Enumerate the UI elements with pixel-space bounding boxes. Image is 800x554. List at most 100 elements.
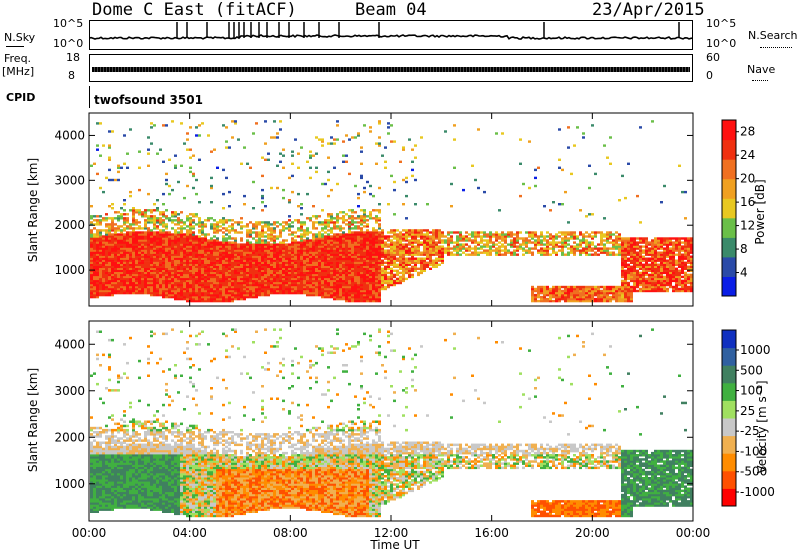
power-cell xyxy=(276,283,279,287)
power-cell xyxy=(495,239,498,242)
power-cell xyxy=(327,249,330,252)
power-cell xyxy=(318,257,321,260)
power-cell xyxy=(210,223,213,226)
power-cell xyxy=(447,231,450,234)
power-cell xyxy=(357,287,360,291)
power-cell xyxy=(153,217,156,220)
power-cell xyxy=(159,289,162,293)
power-cell xyxy=(411,239,414,242)
power-cell xyxy=(441,239,444,242)
power-cell xyxy=(504,247,507,250)
power-cell xyxy=(216,259,219,262)
power-cell xyxy=(354,293,357,297)
power-cell xyxy=(282,267,285,270)
power-cell xyxy=(354,277,357,281)
power-cell xyxy=(363,255,366,258)
power-cell xyxy=(111,247,114,250)
power-cell xyxy=(168,277,171,281)
power-cell xyxy=(144,249,147,252)
power-cell xyxy=(162,275,165,279)
power-cell xyxy=(264,267,267,270)
power-cell xyxy=(177,287,180,291)
power-cell xyxy=(252,251,255,254)
power-cell xyxy=(219,251,222,254)
power-cell xyxy=(252,227,255,230)
power-cell xyxy=(291,150,294,153)
power-cell xyxy=(567,299,570,303)
power-cell xyxy=(570,285,573,289)
power-cell xyxy=(297,263,300,266)
power-cell xyxy=(126,265,129,268)
power-cell xyxy=(102,281,105,285)
power-cell xyxy=(240,239,243,242)
power-cell xyxy=(267,271,270,275)
power-cell xyxy=(459,239,462,242)
power-cell xyxy=(162,295,165,299)
power-cell xyxy=(270,223,273,226)
power-cell xyxy=(342,259,345,262)
power-cell xyxy=(423,249,426,252)
power-cell xyxy=(588,164,591,167)
power-cell xyxy=(234,285,237,289)
power-cell xyxy=(198,158,201,161)
power-cell xyxy=(252,289,255,293)
power-cell xyxy=(147,263,150,266)
power-cell xyxy=(321,241,324,244)
power-cell xyxy=(354,289,357,293)
power-cell xyxy=(591,243,594,246)
power-cell xyxy=(90,247,93,250)
power-cell xyxy=(267,261,270,264)
power-cell xyxy=(225,267,228,270)
power-cell xyxy=(213,263,216,266)
power-cell xyxy=(558,299,561,303)
power-cell xyxy=(168,259,171,262)
power-cell xyxy=(195,299,198,303)
power-cell xyxy=(342,245,345,248)
power-cell xyxy=(291,162,294,165)
power-cell xyxy=(390,273,393,277)
power-cell xyxy=(195,245,198,248)
power-cell xyxy=(495,251,498,254)
power-cell xyxy=(402,237,405,240)
power-cell xyxy=(369,247,372,250)
power-cell xyxy=(210,241,213,244)
power-cell xyxy=(210,257,213,260)
power-cell xyxy=(585,253,588,256)
power-cell xyxy=(234,237,237,240)
power-cell xyxy=(123,229,126,232)
power-cell xyxy=(135,257,138,260)
power-cell xyxy=(324,283,327,287)
power-cell xyxy=(351,273,354,277)
power-cell xyxy=(339,279,342,283)
power-cell xyxy=(390,140,393,143)
power-cell xyxy=(189,285,192,289)
power-cell xyxy=(234,297,237,301)
power-cell xyxy=(261,261,264,264)
power-cell xyxy=(363,285,366,289)
power-cell xyxy=(249,241,252,244)
power-cell xyxy=(207,265,210,268)
power-cell xyxy=(147,251,150,254)
power-cell xyxy=(108,223,111,226)
power-cell xyxy=(366,255,369,258)
power-cell xyxy=(396,233,399,236)
power-cell xyxy=(174,249,177,252)
power-cell xyxy=(303,223,306,226)
power-cell xyxy=(105,233,108,236)
power-cell xyxy=(441,245,444,248)
power-cell xyxy=(534,241,537,244)
power-cell xyxy=(336,237,339,240)
power-cell xyxy=(141,255,144,258)
power-cell xyxy=(417,243,420,246)
power-cell xyxy=(402,239,405,242)
power-cell xyxy=(300,275,303,279)
power-cell xyxy=(216,253,219,256)
power-cell xyxy=(507,243,510,246)
power-cell xyxy=(354,259,357,262)
power-cell xyxy=(255,122,258,125)
power-cell xyxy=(291,289,294,293)
power-cell xyxy=(546,249,549,252)
power-cell xyxy=(249,259,252,262)
power-cell xyxy=(114,243,117,246)
power-cell xyxy=(96,289,99,293)
